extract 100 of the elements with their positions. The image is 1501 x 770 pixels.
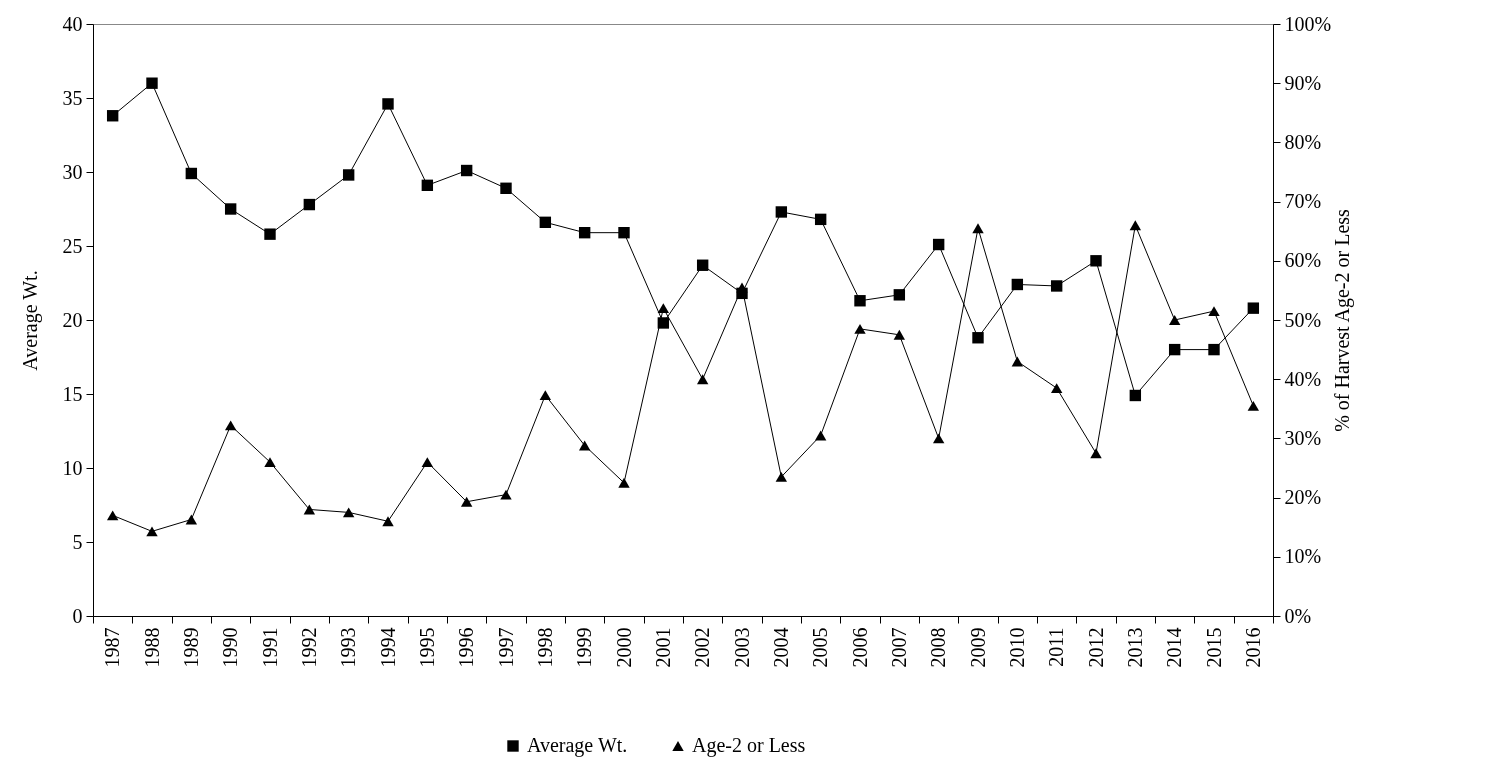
point bbox=[775, 206, 788, 218]
point bbox=[421, 457, 434, 468]
y2-tick-label: 100% bbox=[1284, 12, 1332, 35]
x-tick-label: 2012 bbox=[1084, 627, 1107, 668]
point bbox=[932, 433, 945, 444]
point bbox=[303, 504, 316, 515]
x-tick-label: 1997 bbox=[494, 627, 517, 668]
x-tick-label: 1988 bbox=[140, 627, 163, 668]
x-tick-label: 2014 bbox=[1163, 627, 1186, 668]
x-tick-label: 2015 bbox=[1202, 627, 1225, 668]
point bbox=[185, 167, 198, 180]
x-tick-label: 2009 bbox=[966, 627, 989, 668]
x-tick-label: 2004 bbox=[769, 627, 792, 668]
x-tick-label: 2001 bbox=[651, 627, 674, 668]
x-tick-label: 2008 bbox=[927, 627, 950, 668]
point bbox=[814, 213, 827, 226]
x-tick-label: 2011 bbox=[1045, 627, 1068, 667]
y2-tick-label: 70% bbox=[1284, 190, 1322, 213]
x-tick-label: 1995 bbox=[415, 627, 438, 668]
point bbox=[1090, 255, 1102, 267]
y-tick-label: 5 bbox=[72, 530, 83, 553]
point bbox=[1168, 343, 1181, 356]
y-tick-label: 35 bbox=[62, 86, 83, 109]
y-tick-label: 25 bbox=[62, 234, 83, 257]
y2-tick-label: 30% bbox=[1284, 426, 1322, 449]
x-tick-label: 1990 bbox=[219, 627, 242, 668]
point bbox=[382, 98, 394, 110]
point bbox=[696, 374, 709, 385]
point bbox=[1247, 400, 1260, 411]
x-tick-label: 1996 bbox=[455, 627, 478, 668]
point bbox=[1011, 356, 1024, 367]
point bbox=[893, 329, 906, 340]
x-tick-label: 2006 bbox=[848, 627, 871, 668]
point bbox=[106, 510, 119, 521]
point bbox=[893, 289, 906, 301]
point bbox=[500, 182, 512, 194]
point bbox=[539, 216, 552, 229]
y2-tick-label: 90% bbox=[1284, 71, 1322, 94]
point bbox=[854, 295, 866, 307]
point bbox=[303, 198, 316, 211]
point bbox=[1090, 448, 1102, 459]
point bbox=[421, 179, 434, 192]
x-tick-label: 1991 bbox=[258, 627, 281, 668]
point bbox=[1208, 306, 1220, 317]
x-tick-label: 2000 bbox=[612, 627, 635, 668]
point bbox=[932, 238, 945, 251]
legend-label: Average Wt. bbox=[527, 734, 628, 757]
y-tick-label: 10 bbox=[62, 456, 83, 479]
y2-tick-label: 40% bbox=[1284, 367, 1322, 390]
point bbox=[1050, 383, 1063, 394]
point bbox=[775, 471, 788, 482]
x-tick-label: 2007 bbox=[887, 627, 910, 668]
y-axis-title: Average Wt. bbox=[18, 270, 42, 371]
point bbox=[618, 477, 630, 488]
x-tick-label: 2016 bbox=[1241, 627, 1264, 668]
point bbox=[342, 169, 355, 181]
legend-label: Age-2 or Less bbox=[692, 734, 806, 757]
point bbox=[460, 496, 473, 507]
y2-tick-label: 50% bbox=[1284, 308, 1322, 331]
point bbox=[1168, 315, 1181, 325]
point bbox=[224, 203, 237, 215]
point bbox=[1011, 278, 1024, 291]
point bbox=[972, 223, 984, 234]
point bbox=[736, 282, 748, 293]
x-tick-label: 1993 bbox=[337, 627, 360, 668]
point bbox=[146, 526, 158, 537]
y-tick-label: 15 bbox=[62, 382, 83, 405]
x-tick-label: 1989 bbox=[179, 627, 202, 668]
y-tick-label: 30 bbox=[62, 160, 83, 183]
point bbox=[1129, 220, 1142, 231]
point bbox=[972, 332, 984, 344]
point bbox=[264, 228, 276, 240]
point bbox=[1129, 389, 1142, 402]
x-tick-label: 2010 bbox=[1005, 627, 1028, 668]
point bbox=[539, 390, 552, 401]
y2-tick-label: 60% bbox=[1284, 249, 1322, 272]
x-tick-label: 2013 bbox=[1123, 627, 1146, 668]
point bbox=[1247, 302, 1260, 314]
point bbox=[460, 164, 473, 177]
point bbox=[1208, 343, 1220, 356]
y2-tick-label: 10% bbox=[1284, 545, 1322, 568]
point bbox=[814, 430, 827, 441]
point bbox=[264, 457, 276, 468]
point bbox=[342, 507, 355, 518]
x-tick-label: 2003 bbox=[730, 627, 753, 668]
point bbox=[618, 226, 630, 239]
point bbox=[224, 420, 237, 431]
y-tick-label: 0 bbox=[72, 604, 83, 627]
point bbox=[106, 110, 119, 122]
point bbox=[578, 440, 591, 451]
y2-axis-title: % of Harvest Age-2 or Less bbox=[1331, 208, 1355, 432]
point bbox=[854, 323, 866, 334]
x-tick-label: 1994 bbox=[376, 627, 399, 668]
x-tick-label: 2005 bbox=[809, 627, 832, 668]
point bbox=[185, 514, 198, 525]
y2-tick-label: 20% bbox=[1284, 486, 1322, 509]
point bbox=[146, 77, 158, 89]
point bbox=[500, 489, 512, 500]
x-tick-label: 1992 bbox=[297, 627, 320, 668]
y2-tick-label: 0% bbox=[1284, 604, 1312, 627]
